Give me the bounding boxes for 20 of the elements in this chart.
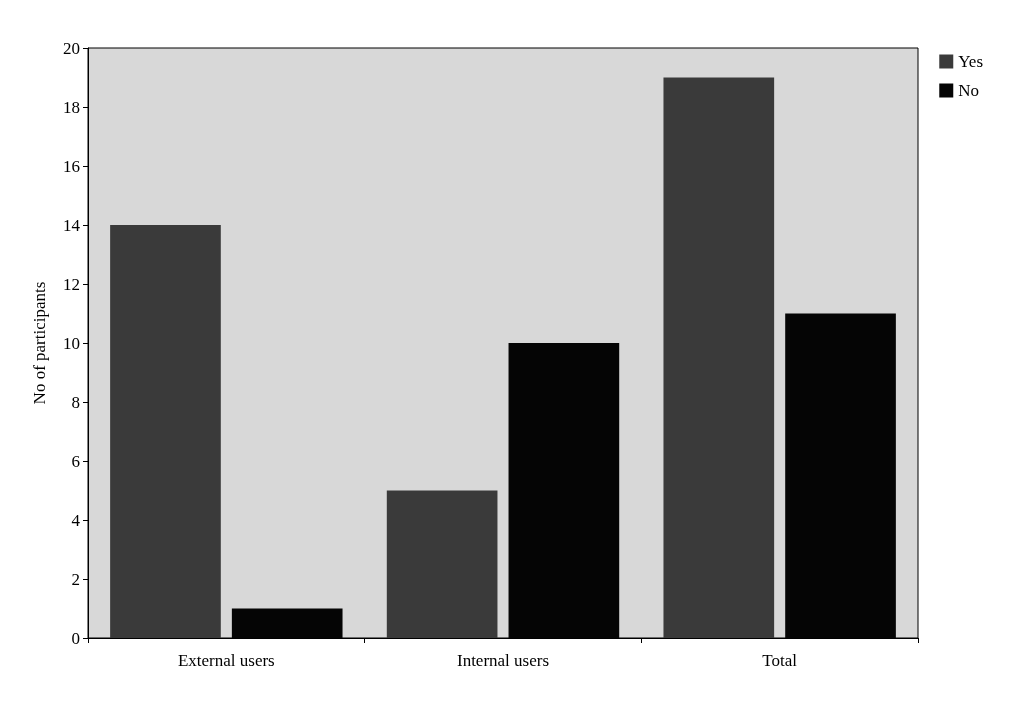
y-axis-title: No of participants [30, 281, 49, 405]
y-tick-label: 14 [63, 215, 81, 235]
x-tick-label: Total [762, 651, 798, 670]
y-tick-label: 8 [71, 392, 80, 412]
y-tick-label: 12 [63, 274, 80, 294]
y-tick-label: 20 [63, 38, 80, 58]
y-tick-label: 4 [71, 510, 81, 530]
x-tick-label: Internal users [456, 651, 550, 670]
bar [110, 225, 221, 638]
y-tick-label: 2 [71, 569, 80, 589]
legend-label: Yes [958, 52, 984, 71]
legend-label: No [958, 81, 980, 100]
x-tick-label: External users [177, 651, 275, 670]
y-tick-label: 18 [63, 97, 80, 117]
y-tick-label: 0 [71, 628, 80, 648]
y-tick-label: 16 [63, 156, 80, 176]
bar [663, 77, 775, 638]
y-tick-label: 10 [63, 333, 80, 353]
bar [386, 490, 498, 638]
y-tick-label: 6 [71, 451, 80, 471]
